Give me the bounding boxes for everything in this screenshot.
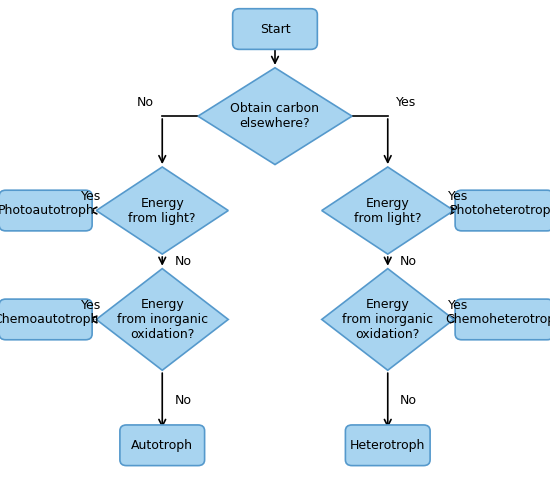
Text: Autotroph: Autotroph [131,439,193,452]
Text: Photoheterotroph: Photoheterotroph [450,204,550,217]
Polygon shape [96,269,228,370]
Text: No: No [174,394,191,407]
FancyBboxPatch shape [0,299,92,340]
Text: Energy
from light?: Energy from light? [354,197,421,225]
FancyBboxPatch shape [455,299,550,340]
Text: Yes: Yes [448,299,468,312]
Text: Energy
from light?: Energy from light? [129,197,196,225]
Polygon shape [322,167,454,254]
Text: Photoautotroph: Photoautotroph [0,204,94,217]
FancyBboxPatch shape [0,190,92,231]
Polygon shape [96,167,228,254]
Text: Energy
from inorganic
oxidation?: Energy from inorganic oxidation? [117,298,208,341]
Text: Energy
from inorganic
oxidation?: Energy from inorganic oxidation? [342,298,433,341]
Text: Start: Start [260,23,290,35]
Text: Chemoheterotroph: Chemoheterotroph [446,313,550,326]
Text: Yes: Yes [81,299,101,312]
Text: Yes: Yes [448,190,468,203]
Text: Obtain carbon
elsewhere?: Obtain carbon elsewhere? [230,102,320,130]
Polygon shape [198,68,352,165]
Text: No: No [174,255,191,268]
Text: No: No [137,96,154,109]
FancyBboxPatch shape [345,425,430,466]
FancyBboxPatch shape [120,425,205,466]
Text: Chemoautotroph: Chemoautotroph [0,313,98,326]
Text: Yes: Yes [396,96,416,109]
Text: No: No [400,394,417,407]
Text: Yes: Yes [81,190,101,203]
Text: No: No [400,255,417,268]
FancyBboxPatch shape [455,190,550,231]
FancyBboxPatch shape [233,9,317,49]
Text: Heterotroph: Heterotroph [350,439,426,452]
Polygon shape [322,269,454,370]
